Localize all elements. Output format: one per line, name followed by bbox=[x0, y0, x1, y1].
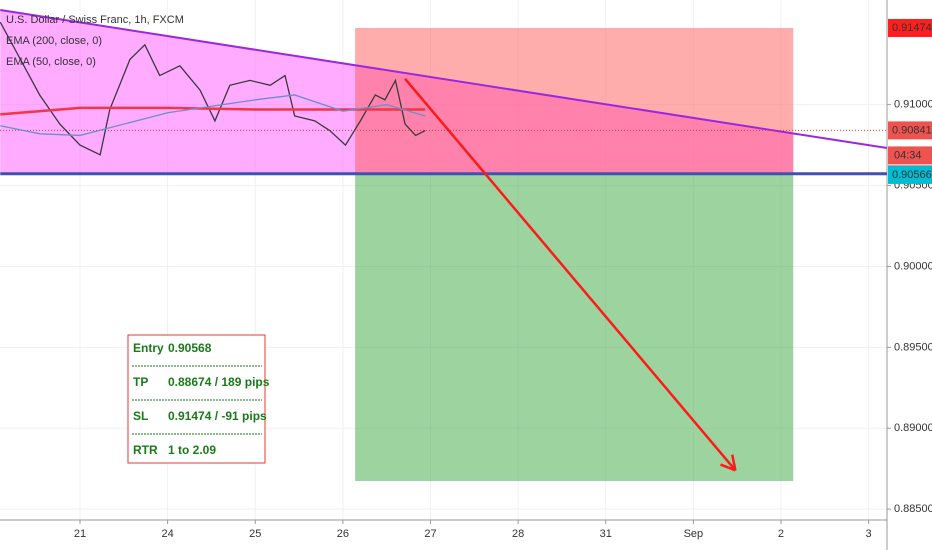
x-tick-label: 31 bbox=[600, 528, 612, 540]
x-tick-label: 2 bbox=[778, 528, 784, 540]
y-tick-label: 0.88500 bbox=[894, 503, 932, 515]
stop-zone bbox=[355, 27, 794, 175]
x-tick-label: 3 bbox=[866, 528, 872, 540]
arrow-head bbox=[730, 454, 737, 471]
info-label: SL bbox=[133, 409, 148, 423]
price-label-bg bbox=[888, 18, 932, 37]
info-text: 0.88674 / 189 pips bbox=[168, 375, 270, 389]
trendline-upper bbox=[0, 9, 888, 150]
info-label: RTR bbox=[133, 443, 158, 457]
series-line bbox=[0, 94, 426, 137]
info-text: 1 to 2.09 bbox=[168, 443, 216, 457]
y-tick-label: 0.89500 bbox=[894, 341, 932, 353]
legend-entry: EMA (200, close, 0) bbox=[6, 35, 102, 47]
x-tick-label: 21 bbox=[74, 528, 86, 540]
countdown-bg bbox=[888, 146, 932, 165]
info-text: 0.90568 bbox=[168, 341, 212, 355]
countdown: 04:34 bbox=[894, 149, 922, 161]
info-label: Entry bbox=[133, 341, 164, 355]
x-tick-label: 26 bbox=[337, 528, 349, 540]
x-tick-label: 24 bbox=[161, 528, 173, 540]
price-label: 0.91474 bbox=[892, 22, 932, 34]
arrow bbox=[404, 77, 737, 472]
price-label: 0.90841 bbox=[892, 124, 932, 136]
price-label: 0.90566 bbox=[892, 169, 932, 181]
x-tick-label: 27 bbox=[424, 528, 436, 540]
price-label-bg bbox=[888, 121, 932, 140]
target-zone bbox=[355, 174, 794, 482]
info-box: Entry 0.90568 TP 0.88674 / 189 pips SL 0.9147… bbox=[127, 334, 270, 464]
legend-entry: EMA (50, close, 0) bbox=[6, 56, 96, 68]
x-tick-label: 28 bbox=[512, 528, 524, 540]
x-tick-label: 25 bbox=[249, 528, 261, 540]
y-tick-label: 0.89000 bbox=[894, 422, 932, 434]
info-frame bbox=[127, 334, 266, 464]
y-tick-label: 0.91000 bbox=[894, 99, 932, 111]
y-tick-label: 0.90000 bbox=[894, 260, 932, 272]
info-text: 0.91474 / -91 pips bbox=[168, 409, 267, 423]
series-line bbox=[0, 21, 426, 156]
info-label: TP bbox=[133, 375, 148, 389]
x-tick-label: Sep bbox=[684, 528, 704, 540]
legend-entry: U.S. Dollar / Swiss Franc, 1h, FXCM bbox=[6, 14, 184, 26]
arrow-head bbox=[720, 463, 736, 472]
price-label-bg bbox=[888, 165, 932, 184]
